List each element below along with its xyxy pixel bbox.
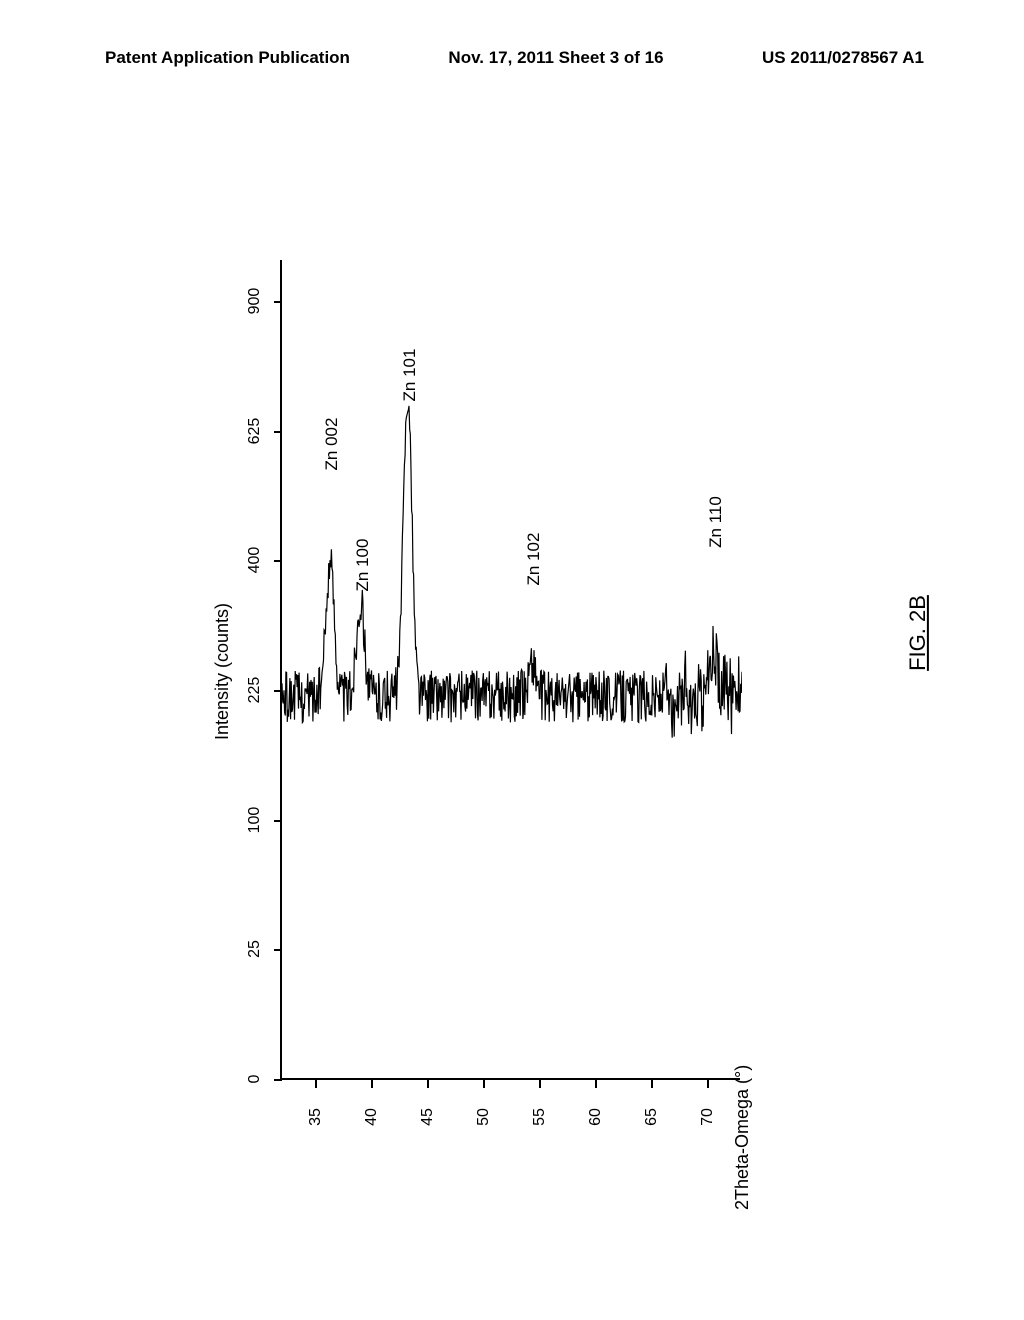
xrd-trace <box>282 260 742 1080</box>
y-tick-mark <box>274 690 282 692</box>
x-tick-label: 70 <box>699 1107 717 1127</box>
peak-label: Zn 110 <box>706 492 726 552</box>
peak-label: Zn 101 <box>400 345 420 405</box>
figure-label: FIG. 2B <box>905 595 931 671</box>
y-tick-label: 0 <box>246 1064 264 1094</box>
y-tick-label: 900 <box>246 286 264 316</box>
x-tick-label: 45 <box>419 1107 437 1127</box>
x-tick-mark <box>315 1080 317 1088</box>
y-axis-label: Intensity (counts) <box>212 603 233 740</box>
peak-label: Zn 002 <box>322 414 342 474</box>
y-tick-label: 400 <box>246 545 264 575</box>
y-tick-mark <box>274 949 282 951</box>
y-tick-mark <box>274 1079 282 1081</box>
y-tick-mark <box>274 301 282 303</box>
x-tick-mark <box>707 1080 709 1088</box>
y-tick-label: 100 <box>246 805 264 835</box>
header-center: Nov. 17, 2011 Sheet 3 of 16 <box>448 48 663 68</box>
x-tick-mark <box>539 1080 541 1088</box>
peak-label: Zn 100 <box>353 535 373 595</box>
x-tick-mark <box>483 1080 485 1088</box>
y-tick-label: 225 <box>246 675 264 705</box>
x-tick-label: 35 <box>307 1107 325 1127</box>
y-tick-mark <box>274 431 282 433</box>
y-tick-label: 25 <box>246 934 264 964</box>
x-tick-label: 60 <box>587 1107 605 1127</box>
x-axis-label: 2Theta-Omega (°) <box>732 1065 753 1210</box>
y-tick-mark <box>274 560 282 562</box>
y-tick-mark <box>274 820 282 822</box>
y-tick-label: 625 <box>246 416 264 446</box>
x-tick-label: 65 <box>643 1107 661 1127</box>
plot-area: 3540455055606570025100225400625900Intens… <box>280 260 740 1080</box>
peak-label: Zn 102 <box>524 529 544 589</box>
x-tick-mark <box>427 1080 429 1088</box>
x-tick-mark <box>371 1080 373 1088</box>
header-left: Patent Application Publication <box>105 48 350 68</box>
x-tick-mark <box>595 1080 597 1088</box>
x-tick-label: 40 <box>363 1107 381 1127</box>
header-right: US 2011/0278567 A1 <box>762 48 924 68</box>
x-tick-label: 50 <box>475 1107 493 1127</box>
xrd-chart: 3540455055606570025100225400625900Intens… <box>220 180 820 1140</box>
x-tick-label: 55 <box>531 1107 549 1127</box>
page-header: Patent Application Publication Nov. 17, … <box>0 48 1024 68</box>
x-tick-mark <box>651 1080 653 1088</box>
